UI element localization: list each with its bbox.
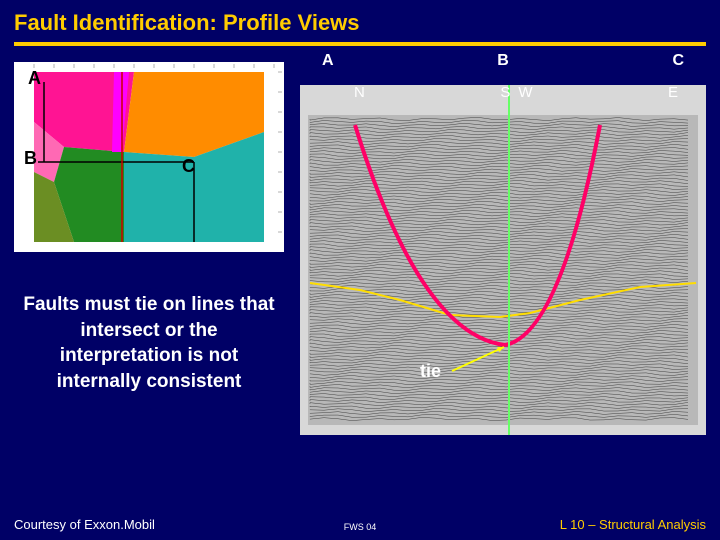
dir-e: E [668, 84, 678, 101]
footer-center: FWS 04 [344, 522, 377, 532]
map-label-a: A [26, 68, 43, 89]
dir-n: N [354, 84, 365, 101]
panel-label-c: C [672, 52, 684, 70]
map-label-c: C [180, 156, 197, 177]
right-column: A B C N S W E tie [300, 52, 706, 435]
title-text: Fault Identification: Profile Views [14, 10, 360, 35]
slide-title: Fault Identification: Profile Views [0, 0, 720, 40]
body-text: Faults must tie on lines that intersect … [14, 292, 284, 395]
panel-label-b: B [497, 52, 509, 70]
dir-s: S [500, 84, 510, 101]
tie-label: tie [420, 361, 441, 382]
map-svg [14, 62, 284, 252]
footer-right: L 10 – Structural Analysis [560, 517, 706, 532]
dir-w: W [518, 84, 532, 101]
seismic-svg [300, 85, 706, 435]
panel-header: A B C [300, 52, 706, 74]
panel-divider [508, 85, 510, 435]
map-figure: A B C [14, 62, 284, 252]
map-label-b: B [22, 148, 39, 169]
sub-header: N S W E [300, 84, 706, 101]
panel-label-a: A [322, 52, 334, 70]
footer: Courtesy of Exxon.Mobil FWS 04 L 10 – St… [14, 517, 706, 532]
title-underline [14, 42, 706, 46]
left-column: A B C Faults must tie on lines that inte… [14, 62, 284, 395]
footer-left: Courtesy of Exxon.Mobil [14, 517, 155, 532]
seismic-figure: tie [300, 85, 706, 435]
